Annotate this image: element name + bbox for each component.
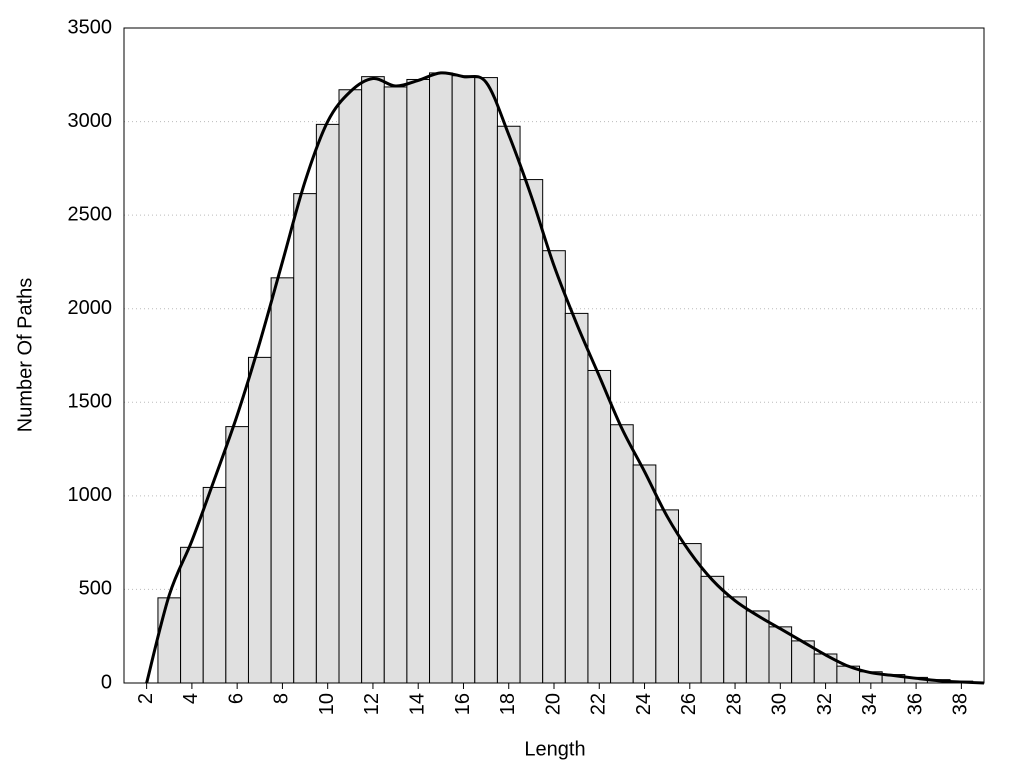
x-tick-label: 16	[452, 693, 474, 715]
x-tick-label: 8	[271, 693, 293, 704]
x-tick-label: 32	[814, 693, 836, 715]
x-tick-label: 4	[180, 693, 202, 704]
bar	[700, 575, 725, 684]
bar	[542, 250, 566, 684]
bar	[655, 509, 679, 684]
bar	[723, 596, 747, 684]
bar	[383, 86, 408, 684]
x-tick-label: 28	[723, 693, 745, 715]
x-tick-label: 10	[316, 693, 338, 715]
x-tick-label: 36	[904, 693, 926, 715]
bar	[225, 426, 249, 684]
bar	[406, 78, 431, 684]
x-tick-label: 30	[769, 693, 791, 715]
bar	[293, 193, 317, 684]
y-tick-label: 2000	[68, 297, 113, 319]
y-tick-label: 500	[79, 578, 112, 600]
y-axis-label: Number Of Paths	[14, 278, 36, 433]
x-axis-label: Length	[524, 738, 585, 760]
bar	[610, 424, 634, 684]
x-tick-label: 2	[135, 693, 157, 704]
bar	[270, 277, 295, 684]
bar	[632, 464, 657, 684]
bar	[768, 626, 793, 684]
y-tick-label: 1000	[68, 484, 113, 506]
y-tick-label: 3500	[68, 16, 113, 38]
bar	[587, 369, 612, 684]
bar	[451, 75, 476, 684]
bar	[180, 546, 204, 684]
density-curve	[145, 71, 985, 685]
bar	[519, 179, 544, 684]
x-tick-label: 18	[497, 693, 519, 715]
y-tick-label: 3000	[68, 110, 113, 132]
x-tick-label: 38	[950, 693, 972, 715]
y-tick-label: 2500	[68, 203, 113, 225]
bar	[338, 89, 363, 684]
plot-frame	[123, 27, 985, 684]
x-tick-label: 24	[633, 693, 655, 715]
x-tick-label: 14	[406, 693, 428, 715]
x-tick-label: 22	[588, 693, 610, 715]
x-tick-label: 34	[859, 693, 881, 715]
bar	[474, 77, 498, 684]
bar	[564, 312, 589, 684]
x-tick-label: 20	[542, 693, 564, 715]
bar	[157, 597, 182, 684]
y-tick-label: 1500	[68, 391, 113, 413]
bar	[315, 123, 340, 684]
x-tick-label: 26	[678, 693, 700, 715]
bar	[247, 356, 272, 684]
bar	[429, 72, 453, 684]
x-tick-label: 6	[225, 693, 247, 704]
bar	[361, 76, 385, 684]
bar	[202, 486, 227, 684]
x-tick-label: 12	[361, 693, 383, 715]
bar	[496, 125, 521, 684]
y-tick-label: 0	[101, 671, 112, 693]
